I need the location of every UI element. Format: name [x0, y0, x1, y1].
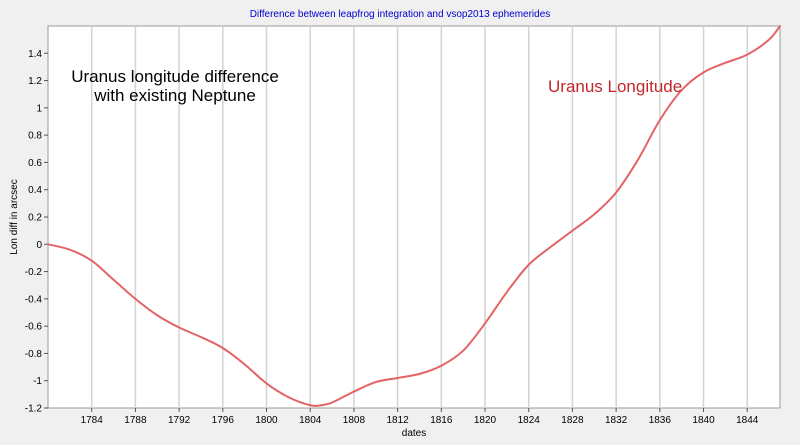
y-tick-label: 1.2: [28, 76, 42, 87]
y-tick-label: -1: [33, 376, 42, 387]
y-axis-label: Lon diff in arcsec: [9, 179, 20, 254]
y-tick-label: -1.2: [25, 404, 43, 415]
x-axis: 1784 1788 1792 1796 1800 1804 1808 1812 1816 1820…: [81, 408, 759, 426]
y-tick-label: -0.6: [25, 322, 43, 333]
y-tick-label: 0.2: [28, 213, 42, 224]
y-tick-label: 1.4: [28, 49, 42, 60]
x-tick-label: 1840: [692, 415, 715, 426]
y-axis: -1.2 -1 -0.8 -0.6 -0.4 -0.2 0 0.2 0.4 0.6 0.8 1 1.2 1…: [25, 49, 48, 415]
y-tick-label: 1: [36, 103, 42, 114]
annotation-existing-neptune-line-1: Uranus longitude difference: [71, 67, 279, 86]
grid-lines: [90, 26, 748, 408]
plot-area: [47, 25, 781, 409]
x-tick-label: 1792: [168, 415, 191, 426]
chart-title: Difference between leapfrog integration …: [250, 9, 551, 20]
y-tick-label: -0.8: [25, 349, 43, 360]
x-tick-label: 1844: [736, 415, 759, 426]
annotation-existing-neptune-line-2: with existing Neptune: [93, 86, 256, 105]
x-tick-label: 1832: [605, 415, 628, 426]
series-line-uranus-longitude: [47, 25, 781, 407]
x-tick-label: 1784: [81, 415, 104, 426]
x-tick-label: 1828: [561, 415, 584, 426]
x-tick-label: 1816: [430, 415, 453, 426]
x-tick-label: 1836: [649, 415, 672, 426]
series-layer: [47, 25, 781, 407]
x-tick-label: 1820: [474, 415, 497, 426]
x-tick-label: 1796: [212, 415, 235, 426]
x-tick-label: 1804: [299, 415, 322, 426]
y-tick-label: 0: [36, 240, 42, 251]
y-tick-label: 0.8: [28, 131, 42, 142]
x-tick-label: 1808: [343, 415, 366, 426]
y-tick-label: -0.4: [25, 294, 43, 305]
y-tick-label: 0.4: [28, 185, 42, 196]
x-tick-label: 1812: [386, 415, 409, 426]
y-tick-label: 0.6: [28, 158, 42, 169]
x-axis-label: dates: [402, 428, 426, 439]
x-tick-label: 1824: [518, 415, 541, 426]
x-tick-label: 1788: [124, 415, 147, 426]
annotation-uranus-longitude: Uranus Longitude: [548, 77, 682, 96]
y-tick-label: -0.2: [25, 267, 43, 278]
x-tick-label: 1800: [255, 415, 278, 426]
